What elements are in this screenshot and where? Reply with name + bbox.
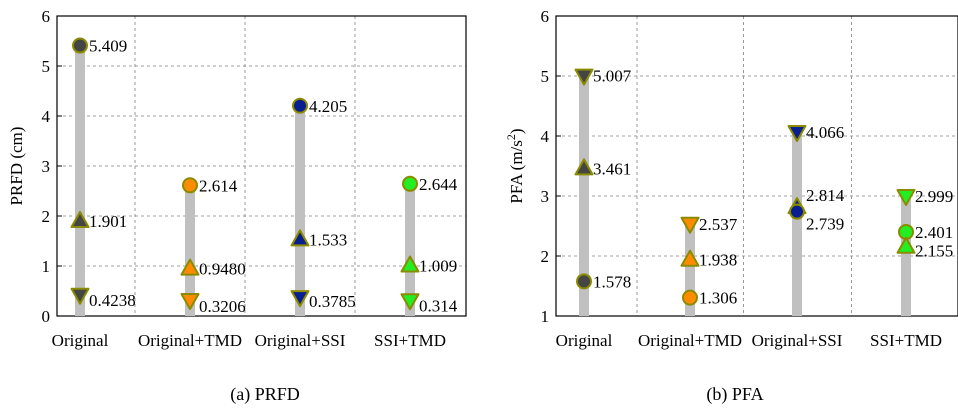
prfd-point-ssi-tmd-triangle-down-label: 0.314 bbox=[419, 296, 458, 315]
prfd-range-bar-original-tmd bbox=[185, 185, 195, 316]
caption-pfa: (b) PFA bbox=[706, 384, 763, 405]
panel-pfa: 1 2 3 4 5 6 PFA (m/s2) Original Original+TMD Orig… bbox=[504, 7, 958, 350]
panel-prfd: 0 1 2 3 4 5 6 PRFD (cm) Original Original+TMD Orig… bbox=[7, 7, 467, 350]
pfa-point-original-triangle-up-label: 3.461 bbox=[593, 159, 631, 178]
pfa-ytick-label: 5 bbox=[541, 67, 550, 86]
prfd-point-original-ssi-triangle-down-label: 0.3785 bbox=[309, 292, 356, 311]
pfa-point-original-tmd-triangle-up-label: 1.938 bbox=[699, 251, 737, 270]
prfd-point-original-tmd-triangle-down-label: 0.3206 bbox=[199, 297, 246, 316]
prfd-point-original-triangle-up-label: 1.901 bbox=[89, 212, 127, 231]
prfd-point-original-ssi-triangle-down bbox=[290, 290, 310, 308]
prfd-category-label-ssi-tmd: SSI+TMD bbox=[374, 331, 446, 350]
prfd-category-label-original: Original bbox=[52, 331, 109, 350]
prfd-point-original-tmd-circle bbox=[182, 177, 198, 194]
prfd-point-original-triangle-down-label: 0.4238 bbox=[89, 291, 136, 310]
pfa-category-label-ssi-tmd: SSI+TMD bbox=[870, 331, 942, 350]
pfa-ylabel: PFA (m/s2) bbox=[504, 128, 526, 203]
pfa-point-original-tmd-triangle-up bbox=[680, 249, 700, 267]
prfd-point-original-ssi-circle-label: 4.205 bbox=[309, 97, 347, 116]
pfa-ytick-label: 1 bbox=[541, 307, 550, 326]
pfa-category-label-original-tmd: Original+TMD bbox=[638, 331, 742, 350]
prfd-point-original-tmd-triangle-up bbox=[180, 258, 200, 276]
pfa-point-original-ssi-triangle-down bbox=[787, 125, 807, 143]
pfa-range-bar-original-ssi bbox=[792, 132, 802, 316]
prfd-range-bar-original-ssi bbox=[295, 105, 305, 316]
caption-prfd: (a) PRFD bbox=[230, 384, 300, 405]
pfa-point-original-ssi-triangle-down-label: 4.066 bbox=[806, 123, 844, 142]
prfd-ytick-label: 3 bbox=[42, 157, 51, 176]
prfd-point-original-ssi-triangle-up-label: 1.533 bbox=[309, 230, 347, 249]
pfa-point-ssi-tmd-triangle-up-label: 2.155 bbox=[915, 242, 953, 261]
pfa-plot-frame bbox=[555, 15, 958, 317]
pfa-ytick-label: 3 bbox=[541, 187, 550, 206]
prfd-point-original-ssi-circle bbox=[292, 97, 308, 114]
prfd-ylabel: PRFD (cm) bbox=[7, 127, 26, 206]
pfa-point-original-tmd-circle bbox=[682, 289, 698, 306]
pfa-point-original-tmd-triangle-down bbox=[680, 216, 700, 234]
prfd-category-label-original-tmd: Original+TMD bbox=[138, 331, 242, 350]
pfa-point-original-tmd-triangle-down-label: 2.537 bbox=[699, 215, 738, 234]
pfa-ytick-label: 2 bbox=[541, 247, 550, 266]
pfa-range-bar-original-tmd bbox=[685, 223, 695, 316]
pfa-point-original-triangle-up bbox=[574, 158, 594, 176]
prfd-point-original-tmd-triangle-up-label: 0.9480 bbox=[199, 260, 246, 279]
pfa-point-original-ssi-circle-label: 2.739 bbox=[806, 215, 844, 234]
pfa-point-original-tmd-circle-label: 1.306 bbox=[699, 289, 737, 308]
pfa-point-original-ssi-triangle-up-label: 2.814 bbox=[806, 186, 845, 205]
prfd-range-bar-ssi-tmd bbox=[405, 183, 415, 316]
prfd-category-label-original-ssi: Original+SSI bbox=[255, 331, 346, 350]
prfd-point-original-circle-label: 5.409 bbox=[89, 37, 127, 56]
prfd-point-original-tmd-triangle-down bbox=[180, 292, 200, 310]
pfa-point-original-triangle-down bbox=[574, 68, 594, 86]
prfd-point-ssi-tmd-circle-label: 2.644 bbox=[419, 175, 458, 194]
prfd-point-original-triangle-down bbox=[70, 287, 90, 305]
pfa-range-bar-original bbox=[579, 75, 589, 316]
prfd-ytick-label: 2 bbox=[42, 207, 51, 226]
prfd-point-original-triangle-up bbox=[70, 210, 90, 228]
pfa-point-original-triangle-down-label: 5.007 bbox=[593, 67, 632, 86]
pfa-point-original-ssi-circle bbox=[789, 203, 805, 220]
pfa-point-original-circle bbox=[576, 273, 592, 290]
prfd-ytick-label: 0 bbox=[42, 307, 51, 326]
prfd-ytick-label: 5 bbox=[42, 57, 51, 76]
prfd-ytick-label: 4 bbox=[42, 107, 51, 126]
prfd-point-ssi-tmd-circle bbox=[402, 175, 418, 192]
pfa-point-ssi-tmd-triangle-down-label: 2.999 bbox=[915, 187, 953, 206]
prfd-point-ssi-tmd-triangle-down bbox=[400, 293, 420, 311]
prfd-point-ssi-tmd-triangle-up-label: 1.009 bbox=[419, 257, 457, 276]
prfd-point-ssi-tmd-triangle-up bbox=[400, 255, 420, 273]
pfa-range-bar-ssi-tmd bbox=[901, 196, 911, 316]
pfa-ytick-label: 6 bbox=[541, 7, 550, 26]
pfa-point-original-circle-label: 1.578 bbox=[593, 272, 631, 291]
prfd-ytick-label: 1 bbox=[42, 257, 51, 276]
prfd-point-original-ssi-triangle-up bbox=[290, 229, 310, 247]
pfa-ytick-label: 4 bbox=[541, 127, 550, 146]
pfa-category-label-original-ssi: Original+SSI bbox=[752, 331, 843, 350]
prfd-range-bar-original bbox=[75, 45, 85, 317]
pfa-category-label-original: Original bbox=[556, 331, 613, 350]
prfd-ytick-label: 6 bbox=[42, 7, 51, 26]
pfa-point-ssi-tmd-triangle-up bbox=[896, 236, 916, 254]
pfa-point-ssi-tmd-triangle-down bbox=[896, 189, 916, 207]
prfd-point-original-circle bbox=[72, 37, 88, 54]
pfa-point-ssi-tmd-circle-label: 2.401 bbox=[915, 223, 953, 242]
prfd-point-original-tmd-circle-label: 2.614 bbox=[199, 176, 238, 195]
